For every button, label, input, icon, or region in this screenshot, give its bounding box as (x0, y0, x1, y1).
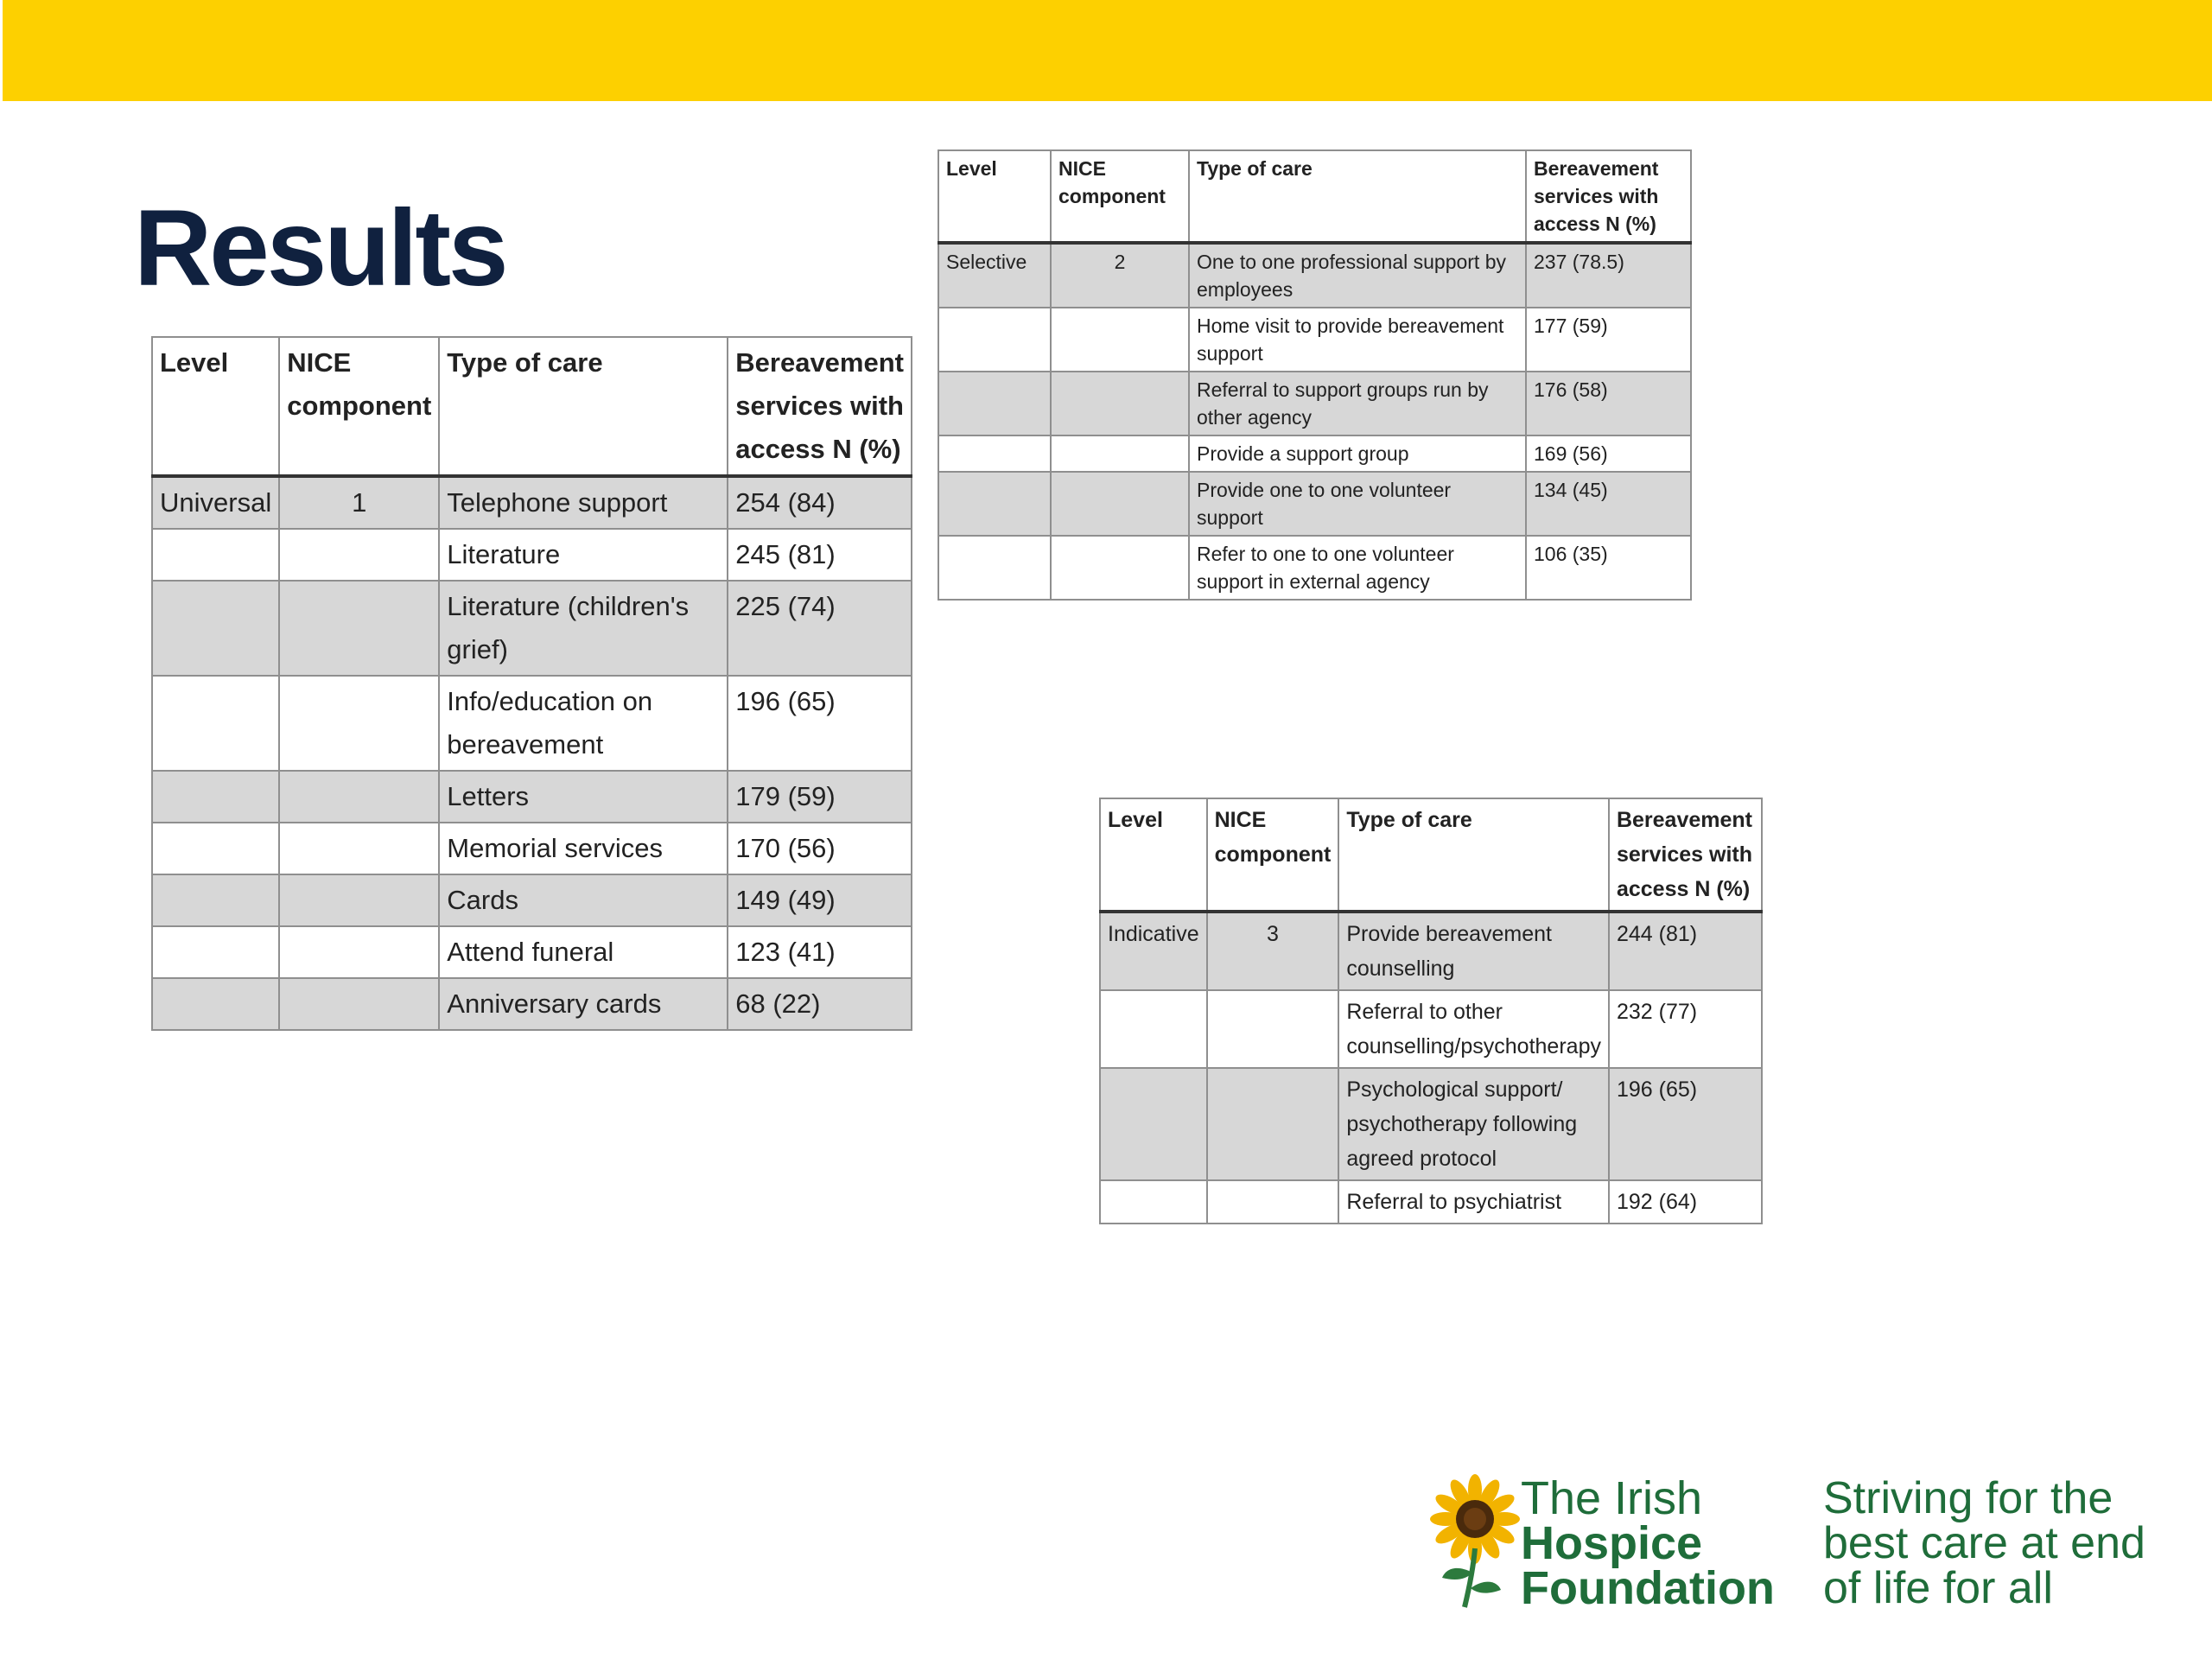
table-row: Referral to other counselling/psychother… (1099, 989, 1763, 1069)
access-cell: 225 (74) (727, 580, 912, 677)
header-type-of-care: Type of care (1188, 149, 1527, 245)
logo-name-line: Hospice (1521, 1517, 1703, 1569)
component-cell: 2 (1050, 242, 1190, 308)
table-row: Universal 1 Telephone support 254 (84) (150, 475, 912, 530)
access-cell: 134 (45) (1525, 471, 1692, 537)
access-cell: 192 (64) (1607, 1179, 1763, 1224)
type-cell: Literature (children's grief) (438, 580, 729, 677)
table-row: Indicative 3 Provide bereavement counsel… (1099, 911, 1763, 991)
access-cell: 196 (65) (1607, 1067, 1763, 1181)
type-cell: Provide one to one volunteer support (1188, 471, 1527, 537)
header-nice-component: NICE component (1205, 798, 1340, 913)
header-access: Bereavement services with access N (%) (727, 336, 912, 478)
access-cell: 123 (41) (727, 925, 912, 979)
type-cell: Provide a support group (1188, 435, 1527, 473)
table-row: Cards 149 (49) (150, 874, 912, 927)
access-cell: 254 (84) (727, 475, 912, 530)
tagline-line: of life for all (1823, 1563, 2053, 1613)
level-cell: Universal (150, 475, 281, 530)
header-level: Level (938, 149, 1052, 245)
table-row: Memorial services 170 (56) (150, 822, 912, 875)
table-row: Anniversary cards 68 (22) (150, 977, 912, 1031)
selective-table: Level NICE component Type of care Bereav… (938, 149, 1692, 601)
universal-table: Level NICE component Type of care Bereav… (150, 336, 912, 1031)
type-cell: Letters (438, 770, 729, 823)
top-banner (3, 0, 2212, 101)
type-cell: One to one professional support by emplo… (1188, 242, 1527, 308)
logo-wordmark: The Irish Hospice Foundation (1521, 1472, 1775, 1614)
tagline-line: Striving for the (1823, 1473, 2113, 1523)
table-row: Attend funeral 123 (41) (150, 925, 912, 979)
type-cell: Refer to one to one volunteer support in… (1188, 535, 1527, 601)
type-cell: Home visit to provide bereavement suppor… (1188, 307, 1527, 372)
header-type-of-care: Type of care (1338, 798, 1610, 913)
logo-name-line: Foundation (1521, 1562, 1775, 1614)
access-cell: 232 (77) (1607, 989, 1763, 1069)
level-cell: Indicative (1099, 911, 1208, 991)
header-level: Level (150, 336, 281, 478)
indicative-table: Level NICE component Type of care Bereav… (1099, 798, 1763, 1224)
access-cell: 177 (59) (1525, 307, 1692, 372)
type-cell: Anniversary cards (438, 977, 729, 1031)
type-cell: Provide bereavement counselling (1338, 911, 1610, 991)
table-row: Letters 179 (59) (150, 770, 912, 823)
header-nice-component: NICE component (1050, 149, 1190, 245)
irish-hospice-foundation-logo: The Irish Hospice Foundation Striving fo… (1430, 1469, 2156, 1616)
header-level: Level (1099, 798, 1208, 913)
tagline-line: best care at end (1823, 1518, 2145, 1568)
access-cell: 169 (56) (1525, 435, 1692, 473)
table-row: Info/education on bereavement 196 (65) (150, 675, 912, 772)
access-cell: 244 (81) (1607, 911, 1763, 991)
table-row: Referral to psychiatrist 192 (64) (1099, 1179, 1763, 1224)
table-row: Home visit to provide bereavement suppor… (938, 307, 1692, 372)
component-cell: 1 (278, 475, 441, 530)
type-cell: Referral to support groups run by other … (1188, 371, 1527, 436)
type-cell: Attend funeral (438, 925, 729, 979)
type-cell: Psychological support/ psychotherapy fol… (1338, 1067, 1610, 1181)
type-cell: Cards (438, 874, 729, 927)
table-row: Refer to one to one volunteer support in… (938, 535, 1692, 601)
header-nice-component: NICE component (278, 336, 441, 478)
access-cell: 237 (78.5) (1525, 242, 1692, 308)
header-access: Bereavement services with access N (%) (1607, 798, 1763, 913)
table-row: Psychological support/ psychotherapy fol… (1099, 1067, 1763, 1181)
sunflower-icon (1430, 1474, 1520, 1608)
access-cell: 245 (81) (727, 528, 912, 582)
level-cell: Selective (938, 242, 1052, 308)
table-row: Provide one to one volunteer support 134… (938, 471, 1692, 537)
type-cell: Literature (438, 528, 729, 582)
type-cell: Referral to psychiatrist (1338, 1179, 1610, 1224)
type-cell: Referral to other counselling/psychother… (1338, 989, 1610, 1069)
logo-name-line: The Irish (1521, 1472, 1703, 1524)
slide-title: Results (134, 188, 509, 308)
table-row: Referral to support groups run by other … (938, 371, 1692, 436)
access-cell: 196 (65) (727, 675, 912, 772)
logo-tagline: Striving for the best care at end of lif… (1823, 1476, 2145, 1611)
type-cell: Telephone support (438, 475, 729, 530)
table-row: Literature 245 (81) (150, 528, 912, 582)
type-cell: Memorial services (438, 822, 729, 875)
access-cell: 106 (35) (1525, 535, 1692, 601)
access-cell: 68 (22) (727, 977, 912, 1031)
table-row: Selective 2 One to one professional supp… (938, 242, 1692, 308)
header-access: Bereavement services with access N (%) (1525, 149, 1692, 245)
table-row: Provide a support group 169 (56) (938, 435, 1692, 473)
access-cell: 149 (49) (727, 874, 912, 927)
access-cell: 179 (59) (727, 770, 912, 823)
type-cell: Info/education on bereavement (438, 675, 729, 772)
header-type-of-care: Type of care (438, 336, 729, 478)
component-cell: 3 (1205, 911, 1340, 991)
access-cell: 170 (56) (727, 822, 912, 875)
table-row: Literature (children's grief) 225 (74) (150, 580, 912, 677)
access-cell: 176 (58) (1525, 371, 1692, 436)
